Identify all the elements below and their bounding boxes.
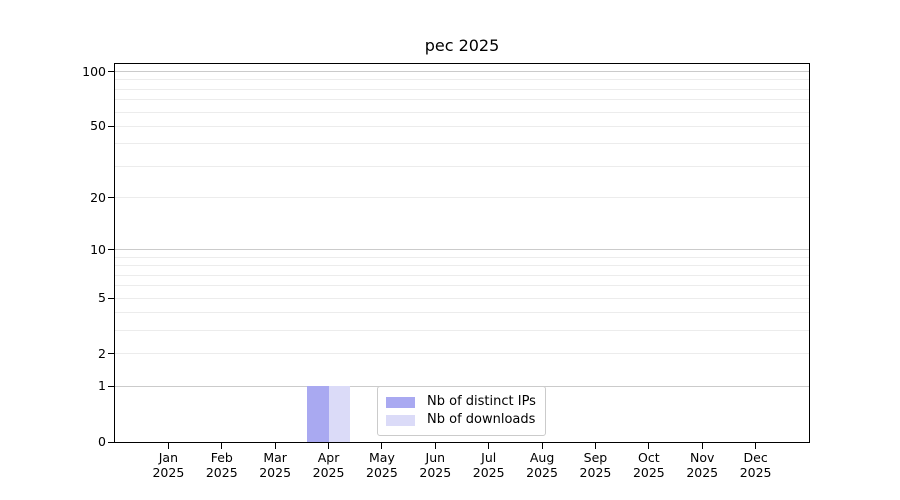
y-gridline-minor xyxy=(115,285,809,287)
y-tick-label: 20 xyxy=(90,189,106,205)
y-gridline-minor xyxy=(115,79,809,81)
x-tick-label: Jan 2025 xyxy=(152,450,185,480)
y-gridline-minor xyxy=(115,330,809,332)
y-gridline-minor xyxy=(115,274,809,276)
y-gridline-minor xyxy=(115,143,809,145)
x-tick-label: Apr 2025 xyxy=(312,450,345,480)
legend: Nb of distinct IPs Nb of downloads xyxy=(377,386,546,436)
x-tick-label: Sep 2025 xyxy=(579,450,612,480)
x-tick-label: Jul 2025 xyxy=(472,450,505,480)
x-tick-label: Jun 2025 xyxy=(419,450,452,480)
y-axis-tick xyxy=(108,249,114,251)
y-gridline-minor xyxy=(115,297,809,299)
y-axis-tick xyxy=(108,297,114,299)
x-tick-label: Aug 2025 xyxy=(526,450,558,480)
x-tick-label: Dec 2025 xyxy=(739,450,772,480)
x-tick-label: Feb 2025 xyxy=(205,450,238,480)
plot-area: Nb of distinct IPs Nb of downloads xyxy=(114,63,810,443)
y-tick-label: 2 xyxy=(98,345,106,361)
x-axis-tick xyxy=(701,443,703,449)
legend-label-downloads: Nb of downloads xyxy=(427,412,536,427)
x-axis-tick xyxy=(755,443,757,449)
y-axis-tick xyxy=(108,441,114,443)
x-axis-tick xyxy=(434,443,436,449)
y-gridline-minor xyxy=(115,88,809,90)
y-gridline-minor xyxy=(115,125,809,127)
x-axis-tick xyxy=(381,443,383,449)
y-tick-label: 10 xyxy=(90,241,106,257)
y-axis-tick xyxy=(108,197,114,199)
legend-item-downloads: Nb of downloads xyxy=(386,412,536,428)
x-axis-tick xyxy=(328,443,330,449)
y-gridline-minor xyxy=(115,265,809,267)
y-tick-label: 1 xyxy=(98,378,106,394)
legend-item-distinct-ips: Nb of distinct IPs xyxy=(386,394,536,410)
y-gridline-minor xyxy=(115,256,809,258)
y-tick-label: 100 xyxy=(82,63,106,79)
y-gridline-major xyxy=(115,249,809,251)
chart-title: pec 2025 xyxy=(424,36,500,55)
x-tick-label: May 2025 xyxy=(366,450,398,480)
legend-swatch-distinct-ips xyxy=(386,396,415,408)
y-gridline-minor xyxy=(115,353,809,355)
x-axis-tick xyxy=(274,443,276,449)
y-axis-tick xyxy=(108,385,114,387)
x-axis-tick xyxy=(488,443,490,449)
y-gridline-minor xyxy=(115,312,809,314)
y-gridline-minor xyxy=(115,197,809,199)
y-axis-tick xyxy=(108,353,114,355)
y-tick-label: 0 xyxy=(98,434,106,449)
x-axis-tick xyxy=(167,443,169,449)
bar-distinct-ips xyxy=(307,386,329,442)
x-axis-tick xyxy=(648,443,650,449)
legend-label-distinct-ips: Nb of distinct IPs xyxy=(427,394,536,409)
x-axis-tick xyxy=(594,443,596,449)
y-axis-tick xyxy=(108,125,114,127)
x-tick-label: Mar 2025 xyxy=(259,450,292,480)
y-gridline-major xyxy=(115,71,809,73)
y-tick-label: 50 xyxy=(90,118,106,134)
legend-swatch-downloads xyxy=(386,414,415,426)
y-axis-tick xyxy=(108,71,114,73)
x-axis-tick xyxy=(541,443,543,449)
y-tick-label: 5 xyxy=(98,290,106,306)
y-gridline-minor xyxy=(115,111,809,113)
x-tick-label: Oct 2025 xyxy=(632,450,665,480)
x-axis-tick xyxy=(221,443,223,449)
x-tick-label: Nov 2025 xyxy=(686,450,719,480)
bar-downloads xyxy=(328,386,350,442)
y-gridline-minor xyxy=(115,165,809,167)
y-gridline-minor xyxy=(115,99,809,101)
